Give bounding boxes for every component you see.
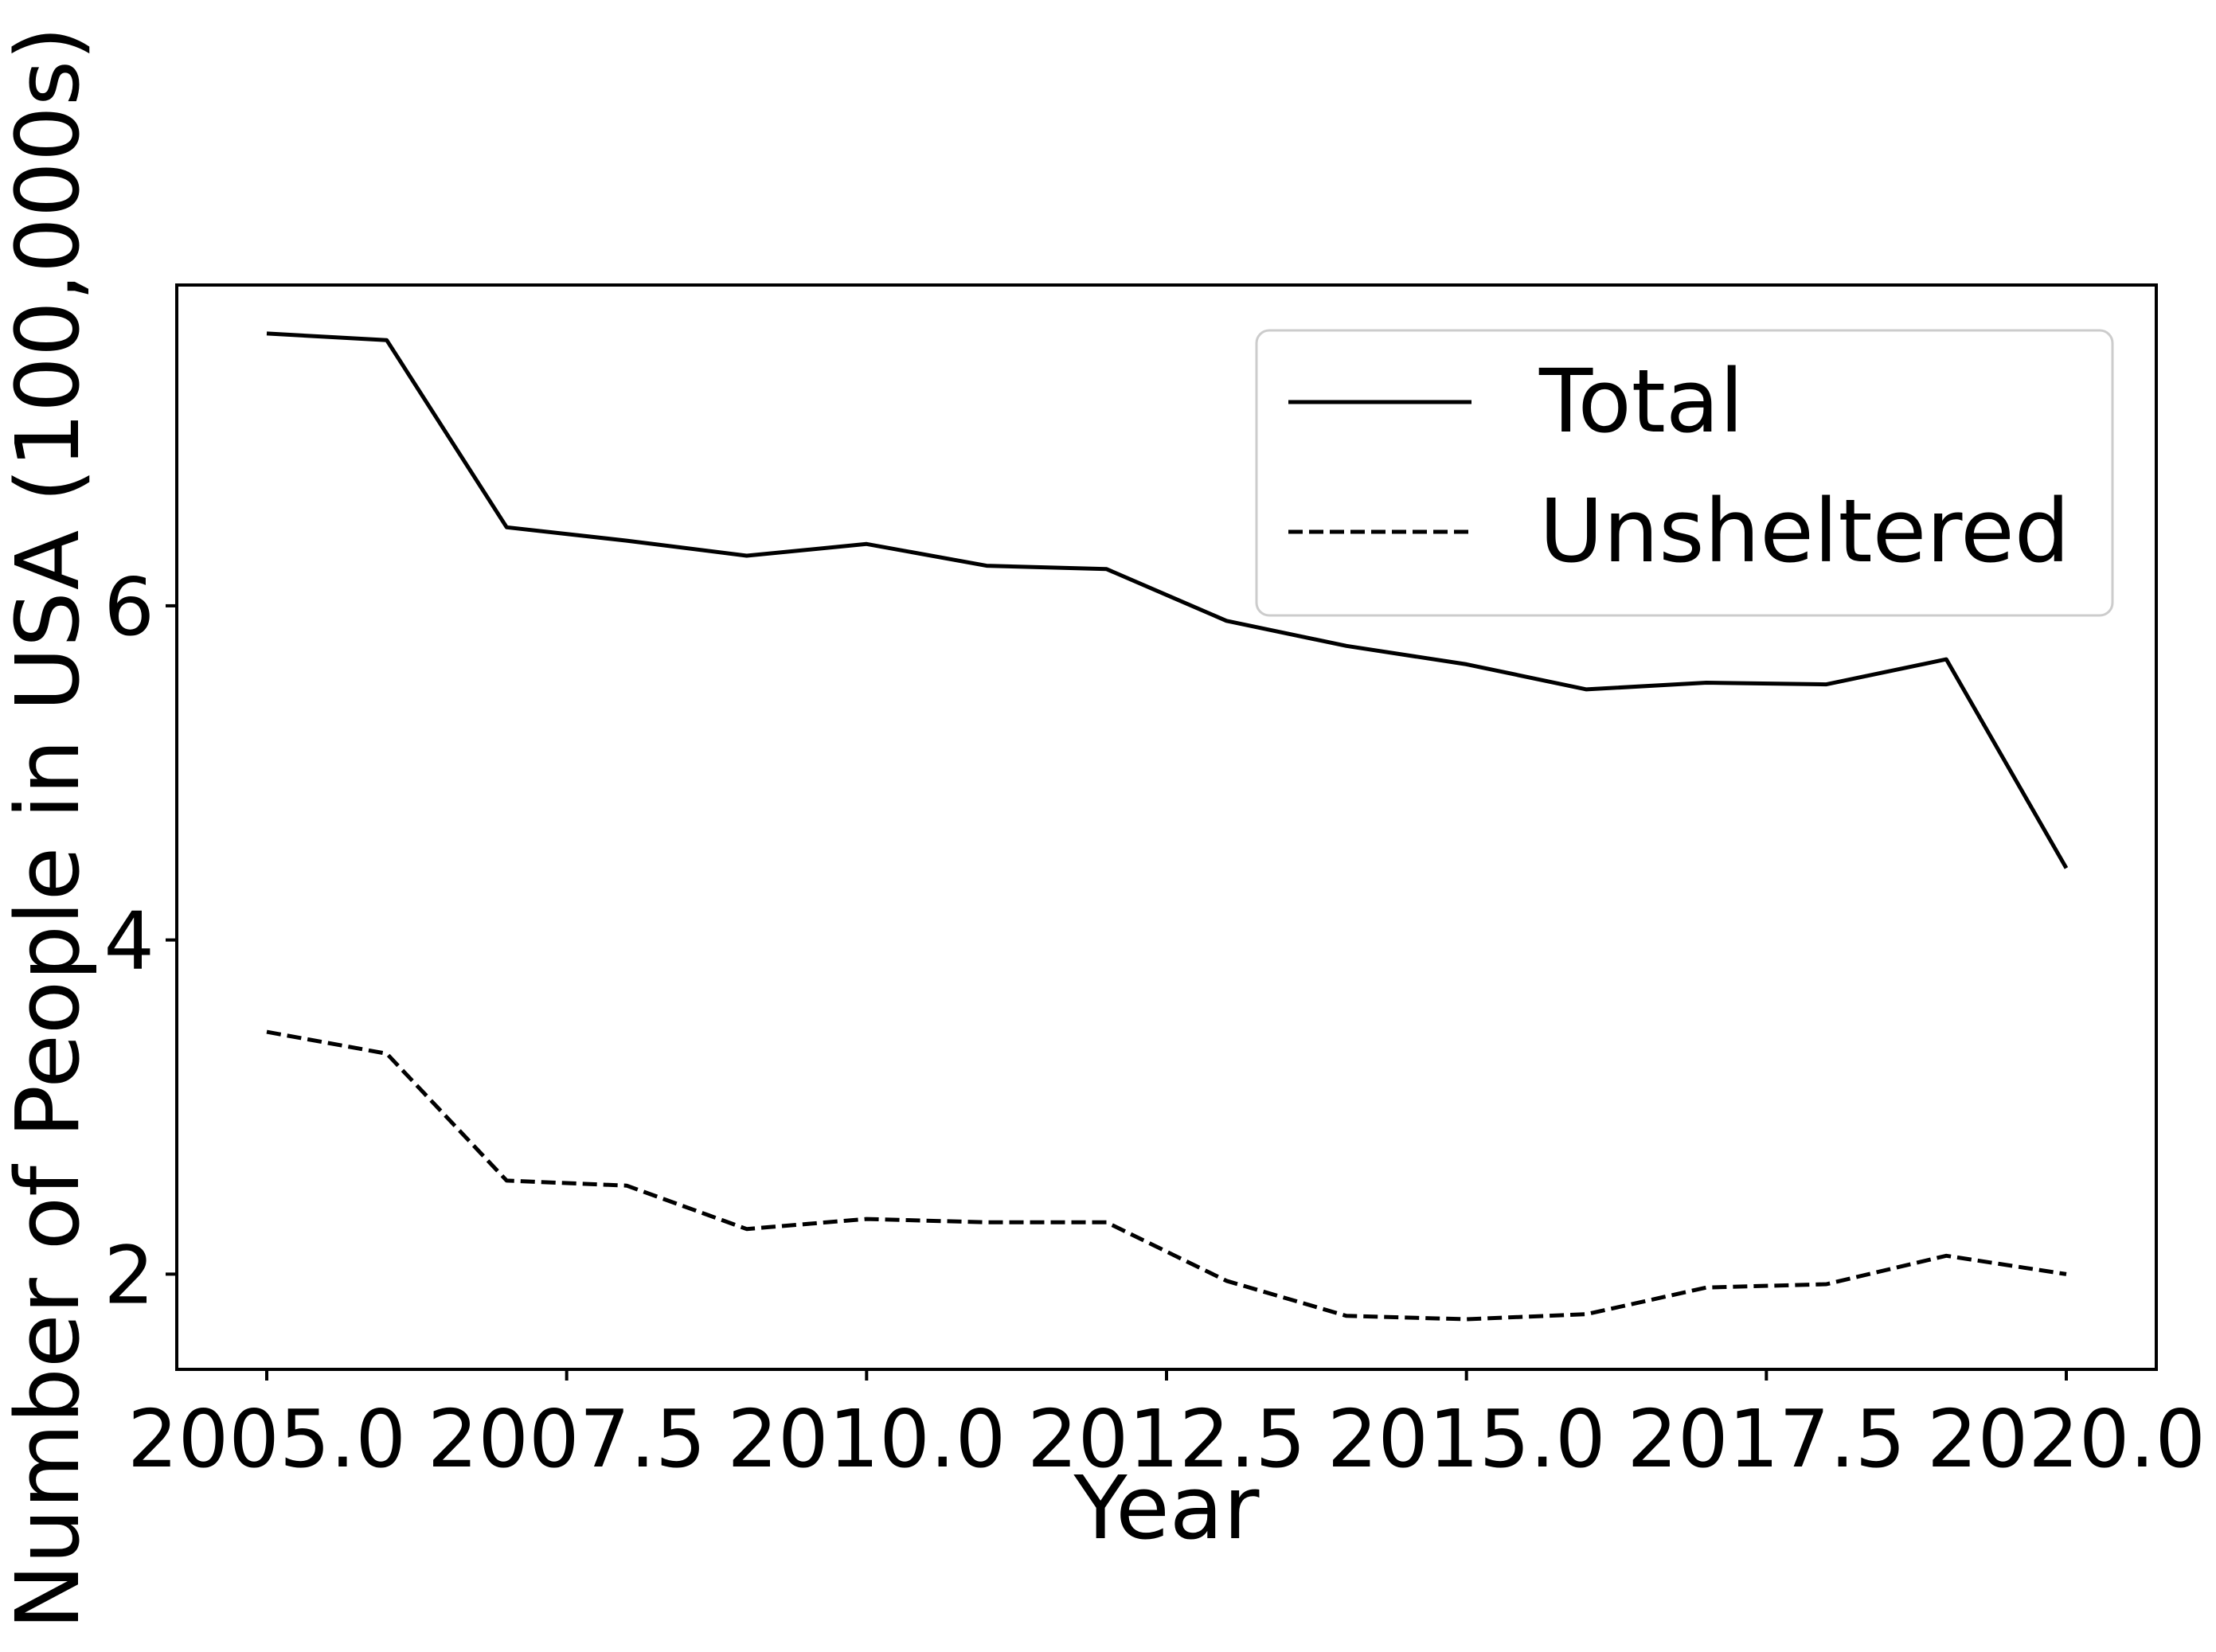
x-tick-label: 2005.0 — [127, 1392, 406, 1486]
x-axis: 2005.0 2007.5 2010.0 2012.5 2015.0 2017.5 2020… — [127, 1369, 2206, 1486]
legend-label-total: Total — [1538, 350, 1744, 452]
plot-lines — [266, 331, 2069, 1322]
y-tick-label: 4 — [104, 895, 154, 988]
x-axis-title: Year — [1073, 1457, 1260, 1559]
y-axis-title: Number of People in USA (100,000s) — [0, 26, 99, 1630]
x-tick-label: 2012.5 — [1027, 1392, 1306, 1486]
x-tick-label: 2007.5 — [428, 1392, 706, 1486]
legend: Total Unsheltered — [1255, 329, 2114, 617]
x-tick-label: 2020.0 — [1927, 1392, 2206, 1486]
y-tick-label: 6 — [104, 560, 154, 654]
y-axis: 2 4 6 — [104, 560, 177, 1322]
y-tick-label: 2 — [104, 1228, 154, 1322]
series-line-unsheltered — [266, 1029, 2067, 1322]
series-line-total — [266, 331, 2069, 869]
x-tick-label: 2017.5 — [1627, 1392, 1905, 1486]
x-tick-label: 2015.0 — [1327, 1392, 1606, 1486]
x-tick-label: 2010.0 — [727, 1392, 1006, 1486]
legend-label-unsheltered: Unsheltered — [1539, 480, 2070, 582]
